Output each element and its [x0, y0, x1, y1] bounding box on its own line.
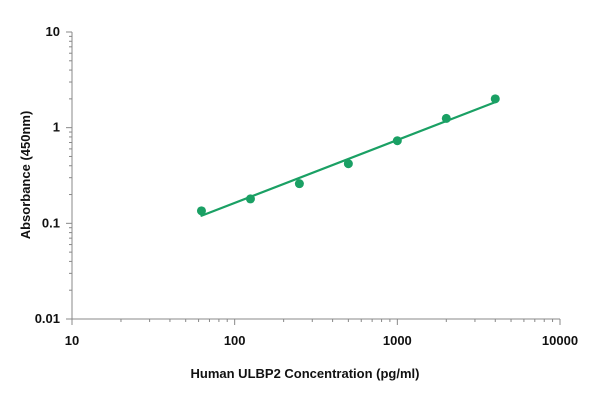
- y-tick-label: 0.1: [42, 215, 60, 230]
- y-tick-label: 1: [53, 120, 60, 135]
- tick-labels: 10 100 1000 10000 0.01 0.1 1 10: [35, 24, 578, 348]
- fit-line-layer: [200, 101, 497, 217]
- x-tick-label: 1000: [383, 333, 412, 348]
- x-tick-label: 10000: [542, 333, 578, 348]
- data-point: [196, 206, 206, 216]
- y-axis-title: Absorbance (450nm): [18, 111, 33, 240]
- axes: [66, 31, 561, 325]
- data-points: [196, 94, 500, 216]
- data-point: [392, 136, 402, 146]
- data-point: [343, 159, 353, 169]
- data-point: [245, 194, 255, 204]
- x-tick-label: 100: [224, 333, 246, 348]
- data-point: [441, 113, 451, 123]
- data-point: [490, 94, 500, 104]
- y-tick-label: 10: [46, 24, 60, 39]
- data-point: [294, 179, 304, 189]
- y-tick-label: 0.01: [35, 311, 60, 326]
- x-tick-label: 10: [65, 333, 79, 348]
- fit-line: [200, 101, 497, 217]
- x-axis-title: Human ULBP2 Concentration (pg/ml): [191, 366, 420, 381]
